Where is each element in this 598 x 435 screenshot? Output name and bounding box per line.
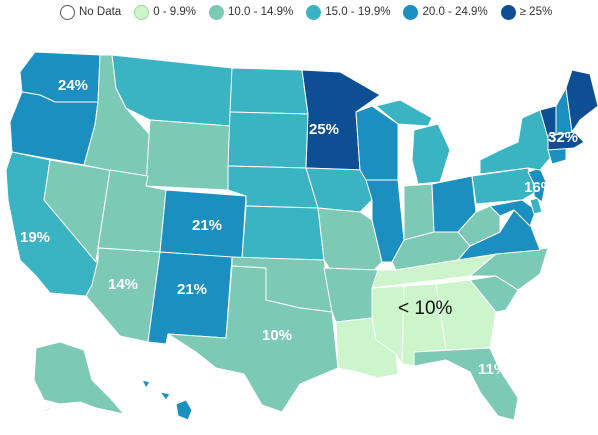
legend-label: 15.0 - 19.9% bbox=[325, 6, 391, 18]
state-de[interactable] bbox=[529, 197, 543, 215]
state-tx[interactable] bbox=[167, 265, 339, 413]
state-in[interactable] bbox=[403, 183, 435, 241]
label-tx: 10% bbox=[262, 327, 292, 344]
legend-item-0-9[interactable]: 0 - 9.9% bbox=[134, 4, 197, 20]
legend-label: 10.0 - 14.9% bbox=[228, 6, 294, 18]
label-mn: 25% bbox=[309, 121, 339, 138]
legend-swatch bbox=[134, 4, 150, 20]
state-il[interactable] bbox=[365, 179, 405, 263]
state-mo[interactable] bbox=[317, 207, 383, 275]
legend-item-15-19[interactable]: 15.0 - 19.9% bbox=[306, 4, 391, 20]
state-az[interactable] bbox=[85, 247, 161, 343]
state-sd[interactable] bbox=[227, 111, 309, 169]
legend-item-10-14[interactable]: 10.0 - 14.9% bbox=[209, 4, 294, 20]
legend-item-25-plus[interactable]: ≥ 25% bbox=[500, 4, 553, 20]
state-sc[interactable] bbox=[469, 275, 519, 313]
label-nj: 16% bbox=[524, 179, 554, 196]
state-nm[interactable] bbox=[147, 251, 233, 345]
legend-swatch bbox=[403, 4, 419, 20]
legend-item-no-data[interactable]: No Data bbox=[60, 4, 122, 20]
map-legend: No Data 0 - 9.9% 10.0 - 14.9% 15.0 - 19.… bbox=[0, 2, 598, 22]
label-southeast: < 10% bbox=[398, 298, 453, 319]
legend-swatch bbox=[209, 4, 225, 20]
label-fl: 11% bbox=[478, 361, 507, 378]
label-ca: 19% bbox=[20, 229, 50, 246]
state-ma[interactable] bbox=[547, 131, 585, 151]
state-md[interactable] bbox=[489, 199, 537, 227]
legend-swatch bbox=[500, 4, 516, 20]
label-ma: 32% bbox=[548, 129, 578, 146]
legend-label: 0 - 9.9% bbox=[153, 6, 197, 18]
state-ny[interactable] bbox=[479, 109, 553, 175]
state-me[interactable] bbox=[565, 69, 598, 133]
legend-label: No Data bbox=[79, 6, 122, 18]
us-choropleth-map: 24% 25% 32% 16% 19% 21% 21% 14% 10% < 10… bbox=[5, 51, 598, 421]
state-ak[interactable] bbox=[23, 341, 125, 419]
label-az: 14% bbox=[108, 276, 138, 293]
label-co: 21% bbox=[192, 217, 222, 234]
state-fl[interactable] bbox=[413, 347, 519, 421]
label-nm: 21% bbox=[177, 281, 207, 298]
state-ia[interactable] bbox=[305, 167, 373, 213]
state-hi[interactable] bbox=[141, 379, 193, 421]
label-wa: 24% bbox=[58, 77, 88, 94]
state-nd[interactable] bbox=[229, 67, 309, 115]
state-ct[interactable] bbox=[547, 147, 567, 165]
legend-label: 20.0 - 24.9% bbox=[422, 6, 488, 18]
legend-swatch bbox=[60, 4, 75, 20]
legend-label: ≥ 25% bbox=[519, 6, 553, 18]
legend-swatch bbox=[306, 4, 322, 20]
state-ga[interactable] bbox=[435, 279, 497, 351]
legend-item-20-24[interactable]: 20.0 - 24.9% bbox=[403, 4, 488, 20]
state-ks[interactable] bbox=[241, 205, 325, 261]
state-wy[interactable] bbox=[145, 119, 231, 191]
